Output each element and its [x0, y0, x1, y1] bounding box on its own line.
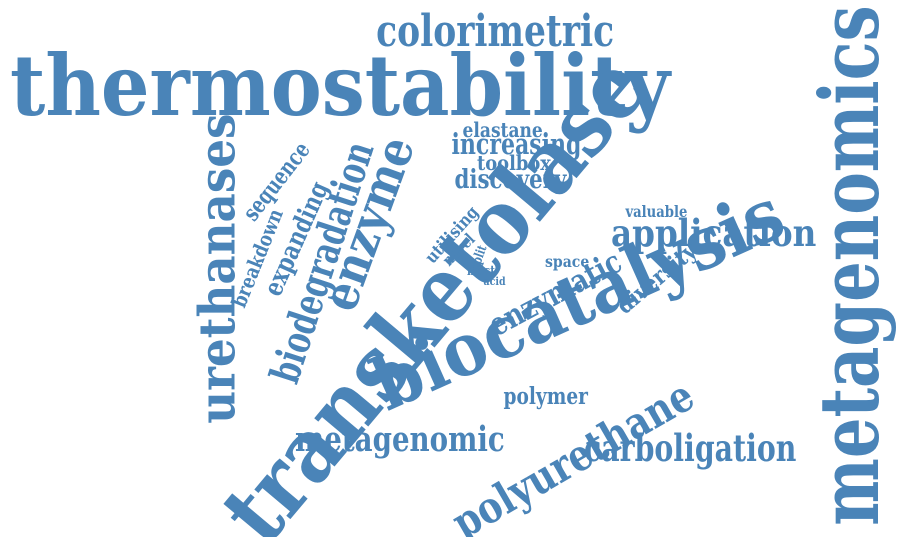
word-discovery: discovery: [453, 164, 566, 195]
word-polymer: polymer: [503, 382, 588, 410]
word-elastane: elastane: [462, 118, 543, 142]
word-application: application: [610, 211, 816, 255]
word-thermostability: thermostability: [10, 36, 670, 135]
word-valuable: valuable: [624, 202, 687, 221]
word-metagenomics: metagenomics: [802, 4, 898, 526]
word-space: space: [545, 252, 590, 271]
word-toolbox: toolbox: [476, 151, 551, 175]
word-carboligation: carboligation: [584, 426, 797, 470]
word-increasing: increasing: [451, 126, 581, 161]
word-colorimetric: colorimetric: [376, 6, 615, 57]
word-metagenomic: metagenomic: [295, 418, 505, 460]
word-acid: acid: [483, 274, 506, 288]
word-most: most: [466, 263, 495, 279]
word-urethanases: urethanases: [188, 112, 247, 424]
